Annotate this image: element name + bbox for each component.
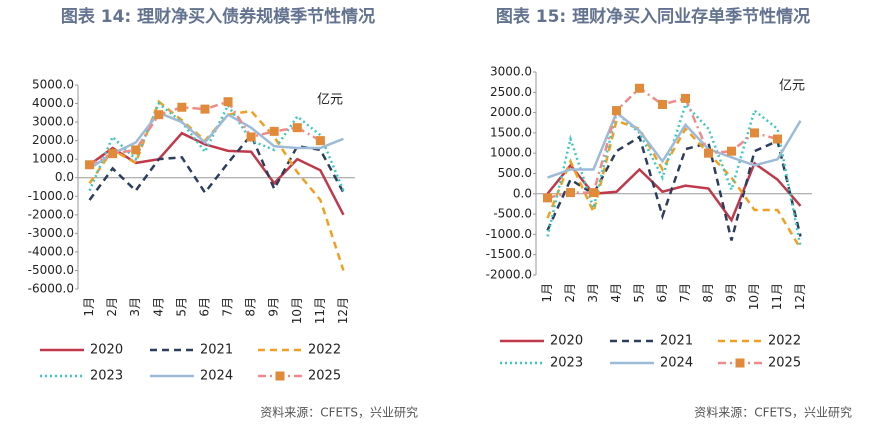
- legend-label: 2024: [200, 369, 233, 384]
- marker: [177, 102, 187, 112]
- chart-title: 图表 14: 理财净买入债券规模季节性情况: [61, 6, 375, 27]
- marker: [108, 149, 118, 159]
- x-tick-label: 2月: [105, 297, 119, 317]
- marker: [612, 106, 621, 116]
- marker: [658, 99, 667, 109]
- x-tick-label: 12月: [793, 283, 807, 310]
- x-tick-label: 7月: [678, 283, 692, 303]
- y-tick-label: 3000.0: [490, 65, 532, 79]
- y-tick-label: 4000.0: [32, 96, 74, 110]
- legend-marker: [275, 371, 285, 381]
- x-tick-label: 2月: [563, 283, 577, 303]
- y-tick-label: 2500.0: [490, 85, 532, 99]
- x-tick-label: 11月: [313, 297, 327, 324]
- series-line: [88, 111, 344, 170]
- x-tick-label: 10月: [290, 297, 304, 324]
- marker: [543, 193, 552, 203]
- y-tick-label: -4000.0: [28, 244, 74, 258]
- series-line: [546, 102, 802, 247]
- x-tick-label: 1月: [82, 297, 96, 317]
- x-tick-label: 3月: [586, 283, 600, 303]
- y-tick-label: 2000.0: [490, 105, 532, 119]
- legend-label: 2023: [90, 369, 123, 384]
- y-tick-label: 1000.0: [32, 152, 74, 166]
- y-tick-label: -6000.0: [28, 282, 74, 296]
- y-tick-label: 5000.0: [32, 78, 74, 92]
- x-tick-label: 1月: [540, 283, 554, 303]
- x-tick-label: 5月: [174, 297, 188, 317]
- marker: [246, 132, 256, 142]
- marker: [223, 97, 233, 107]
- x-tick-label: 4月: [609, 283, 623, 303]
- marker: [269, 126, 279, 136]
- series-line: [546, 119, 802, 250]
- y-tick-label: 2000.0: [32, 133, 74, 147]
- marker: [315, 136, 325, 146]
- marker: [681, 93, 690, 103]
- legend-label: 2022: [308, 343, 341, 358]
- series-line: [88, 101, 345, 192]
- x-tick-label: 8月: [244, 297, 258, 317]
- x-tick-label: 11月: [770, 283, 784, 310]
- source: 资料来源：CFETS，兴业研究: [260, 405, 418, 420]
- series-line: [547, 86, 778, 200]
- marker: [131, 145, 141, 155]
- legend-label: 2025: [768, 356, 801, 371]
- marker: [635, 83, 644, 93]
- y-tick-label: -2000.0: [486, 268, 532, 282]
- y-tick-label: -1000.0: [486, 227, 532, 241]
- x-tick-label: 4月: [151, 297, 165, 317]
- legend-label: 2021: [660, 334, 693, 349]
- marker: [750, 128, 759, 138]
- y-tick-label: 3000.0: [32, 115, 74, 129]
- x-tick-label: 3月: [128, 297, 142, 317]
- unit-label: 亿元: [779, 79, 805, 94]
- y-tick-label: -500.0: [493, 207, 532, 221]
- legend-marker: [735, 358, 745, 368]
- legend-label: 2020: [90, 343, 123, 358]
- marker: [727, 146, 736, 156]
- marker: [85, 160, 95, 170]
- y-tick-label: -3000.0: [28, 226, 74, 240]
- legend-label: 2025: [308, 369, 341, 384]
- y-tick-label: 1000.0: [490, 146, 532, 160]
- series-line: [547, 110, 802, 179]
- marker: [200, 104, 210, 114]
- x-tick-label: 12月: [336, 297, 350, 324]
- marker: [704, 148, 713, 158]
- y-tick-label: 1500.0: [490, 125, 532, 139]
- x-tick-label: 9月: [267, 297, 281, 317]
- x-tick-label: 6月: [197, 297, 211, 317]
- y-tick-label: -2000.0: [28, 207, 74, 221]
- marker: [292, 123, 302, 133]
- unit-label: 亿元: [317, 93, 343, 108]
- y-tick-label: 0.0: [513, 186, 532, 200]
- legend-label: 2022: [768, 334, 801, 349]
- y-tick-label: -1000.0: [28, 189, 74, 203]
- source: 资料来源：CFETS，兴业研究: [694, 405, 852, 420]
- y-tick-label: 500.0: [498, 166, 532, 180]
- marker: [154, 110, 164, 120]
- y-tick-label: 0.0: [55, 170, 74, 184]
- chart-title: 图表 15: 理财净买入同业存单季节性情况: [496, 6, 810, 27]
- x-tick-label: 7月: [221, 297, 235, 317]
- legend-label: 2023: [550, 356, 583, 371]
- x-tick-label: 9月: [724, 283, 738, 303]
- marker: [589, 188, 598, 198]
- series-line: [88, 132, 345, 201]
- legend-label: 2021: [200, 343, 233, 358]
- legend-label: 2024: [660, 356, 693, 371]
- marker: [773, 134, 782, 144]
- x-tick-label: 8月: [701, 283, 715, 303]
- x-tick-label: 6月: [655, 283, 669, 303]
- x-tick-label: 5月: [632, 283, 646, 303]
- x-tick-label: 10月: [747, 283, 761, 310]
- y-tick-label: -1500.0: [486, 247, 532, 261]
- legend-label: 2020: [550, 334, 583, 349]
- marker: [566, 188, 575, 198]
- y-tick-label: -5000.0: [28, 263, 74, 277]
